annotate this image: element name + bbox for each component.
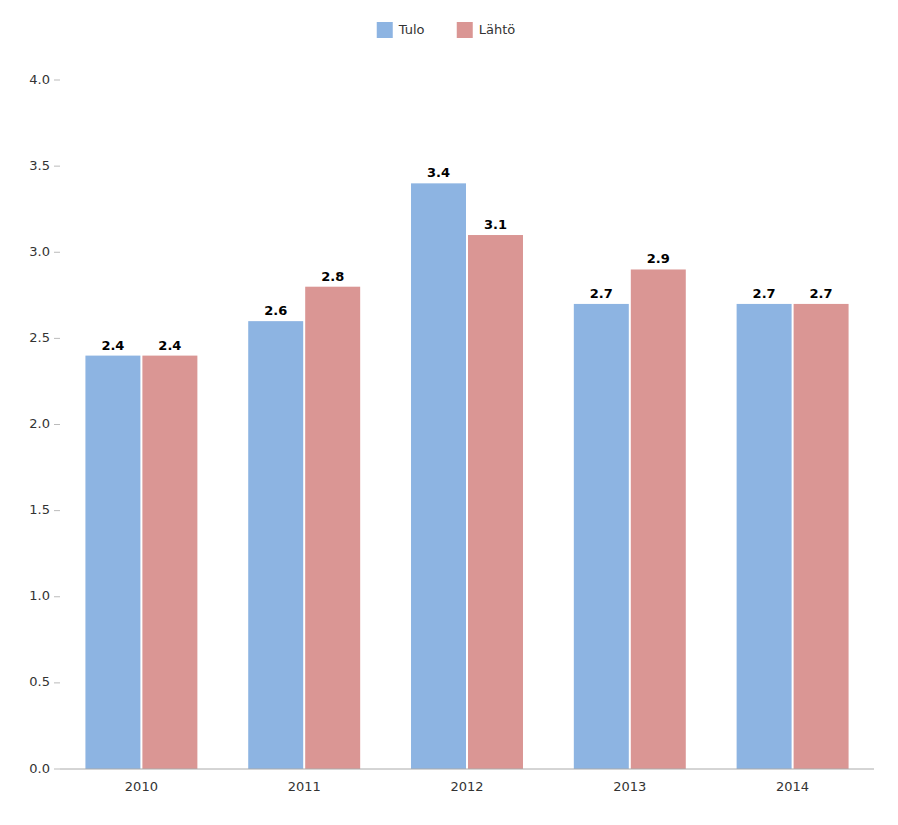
y-tick-label: 1.5 bbox=[29, 502, 50, 517]
y-tick bbox=[54, 682, 60, 683]
y-tick-label: 1.0 bbox=[29, 588, 50, 603]
y-tick bbox=[54, 769, 60, 770]
y-tick-label: 3.0 bbox=[29, 244, 50, 259]
legend-label: Lähtö bbox=[479, 22, 516, 37]
data-label: 2.6 bbox=[264, 303, 287, 318]
data-label: 2.4 bbox=[101, 338, 124, 353]
legend-swatch bbox=[377, 22, 393, 38]
y-tick-label: 4.0 bbox=[29, 72, 50, 87]
data-label: 2.8 bbox=[321, 269, 344, 284]
legend: Tulo Lähtö bbox=[377, 22, 516, 39]
data-label: 2.7 bbox=[753, 286, 776, 301]
x-tick-label: 2014 bbox=[776, 779, 809, 794]
bar bbox=[85, 356, 140, 769]
y-tick bbox=[54, 596, 60, 597]
data-labels: 2.4 2.6 3.4 2.7 2.7 2.4 2.8 3.1 2.9 2.7 bbox=[101, 165, 832, 352]
bar bbox=[794, 304, 849, 769]
y-tick-label: 0.0 bbox=[29, 761, 50, 776]
x-tick-label: 2011 bbox=[288, 779, 321, 794]
y-tick-label: 2.5 bbox=[29, 330, 50, 345]
x-axis-line bbox=[60, 769, 874, 770]
legend-label: Tulo bbox=[398, 22, 425, 37]
bars bbox=[85, 183, 848, 769]
y-tick bbox=[54, 80, 60, 81]
x-tick-label: 2010 bbox=[125, 779, 158, 794]
bar bbox=[574, 304, 629, 769]
data-label: 2.4 bbox=[158, 338, 181, 353]
y-axis: 0.0 0.5 1.0 1.5 2.0 2.5 3.0 3.5 4.0 bbox=[29, 72, 60, 776]
data-label: 2.7 bbox=[590, 286, 613, 301]
x-axis: 2010 2011 2012 2013 2014 bbox=[60, 769, 874, 794]
data-label: 2.9 bbox=[647, 251, 670, 266]
bar bbox=[737, 304, 792, 769]
bar bbox=[468, 235, 523, 769]
y-tick bbox=[54, 252, 60, 253]
bar bbox=[411, 183, 466, 769]
y-tick bbox=[54, 338, 60, 339]
chart: 0.00.51.01.52.02.53.03.54.02.42.63.42.72… bbox=[0, 0, 898, 825]
legend-swatch bbox=[457, 22, 473, 38]
y-tick-label: 0.5 bbox=[29, 674, 50, 689]
bar bbox=[631, 269, 686, 769]
data-label: 3.4 bbox=[427, 165, 450, 180]
bar bbox=[305, 287, 360, 769]
bar bbox=[142, 356, 197, 769]
data-label: 3.1 bbox=[484, 217, 507, 232]
x-tick-label: 2012 bbox=[450, 779, 483, 794]
bar bbox=[248, 321, 303, 769]
data-label: 2.7 bbox=[810, 286, 833, 301]
y-tick bbox=[54, 424, 60, 425]
x-tick-label: 2013 bbox=[613, 779, 646, 794]
y-tick-label: 2.0 bbox=[29, 416, 50, 431]
y-tick bbox=[54, 510, 60, 511]
y-tick-label: 3.5 bbox=[29, 158, 50, 173]
y-tick bbox=[54, 166, 60, 167]
